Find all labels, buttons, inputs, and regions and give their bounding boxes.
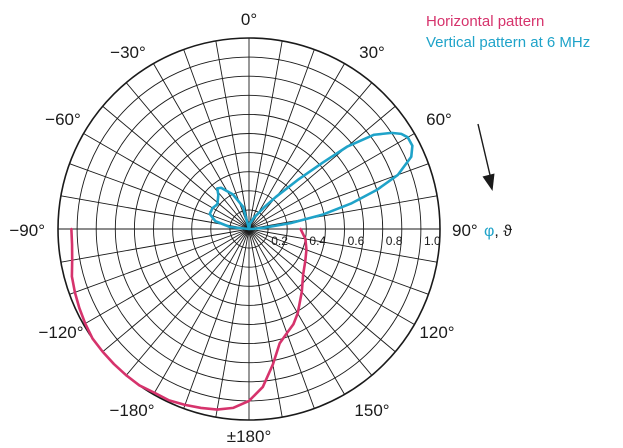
radial-tick-label: 0.4	[309, 234, 326, 248]
direction-arrow-head	[482, 173, 495, 191]
grid-spoke	[215, 40, 250, 230]
radial-tick-label: 1.0	[424, 234, 441, 248]
legend-horizontal-pattern: Horizontal pattern	[426, 13, 544, 30]
grid-spoke	[248, 228, 396, 353]
grid-spoke	[248, 228, 373, 376]
radial-tick-label: 0.6	[348, 234, 365, 248]
grid-spoke	[125, 82, 250, 230]
grid-spoke	[248, 105, 396, 230]
angle-label: 120°	[419, 323, 454, 342]
angle-label: 90°	[452, 221, 478, 240]
grid-spoke	[83, 133, 250, 230]
theta-symbol: , ϑ	[494, 223, 512, 240]
grid-spoke	[153, 228, 250, 395]
grid-spoke	[83, 228, 250, 325]
grid-spoke	[248, 195, 438, 230]
angle-label: 0°	[241, 10, 257, 29]
grid-spoke	[215, 228, 250, 418]
angle-label: −60°	[45, 110, 81, 129]
angle-label: −180°	[109, 401, 154, 420]
phi-symbol: φ	[484, 223, 494, 240]
grid-spoke	[69, 228, 250, 295]
angle-label: −120°	[38, 323, 83, 342]
horizontal-pattern-line	[70, 227, 308, 411]
grid-spoke	[153, 63, 250, 230]
direction-arrow-shaft	[477, 123, 491, 176]
radial-tick-label: 0.2	[271, 234, 288, 248]
vertical-pattern-line	[208, 131, 414, 231]
grid-spoke	[248, 133, 415, 230]
grid-spoke	[248, 40, 283, 230]
grid-spoke	[248, 63, 345, 230]
axis-variable-label: φ, ϑ	[484, 223, 512, 240]
polar-grid	[57, 37, 441, 421]
legend-vertical-pattern: Vertical pattern at 6 MHz	[426, 34, 590, 51]
angle-label: 150°	[354, 401, 389, 420]
grid-spoke	[69, 163, 250, 230]
grid-spoke	[248, 82, 373, 230]
angle-label: 30°	[359, 43, 385, 62]
grid-spoke	[102, 105, 250, 230]
grid-spoke	[102, 228, 250, 353]
grid-spoke	[248, 228, 315, 409]
grid-spoke	[248, 49, 315, 230]
grid-spoke	[125, 228, 250, 376]
grid-spoke	[60, 228, 250, 263]
grid-spoke	[248, 228, 283, 418]
angle-label: 60°	[426, 110, 452, 129]
radial-tick-label: 0.8	[386, 234, 403, 248]
grid-spoke	[248, 228, 438, 263]
grid-spoke	[248, 228, 429, 295]
angle-label: −90°	[9, 221, 45, 240]
grid-spoke	[183, 228, 250, 409]
grid-spoke	[248, 228, 415, 325]
angle-label: ±180°	[227, 427, 272, 446]
angle-label: −30°	[110, 43, 146, 62]
